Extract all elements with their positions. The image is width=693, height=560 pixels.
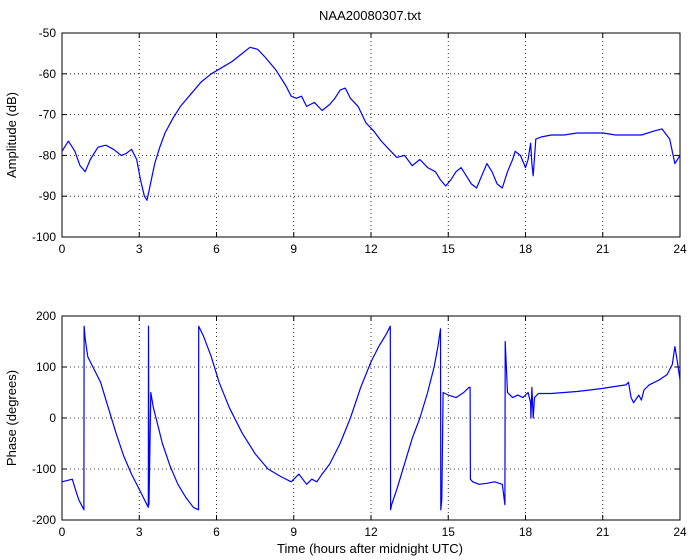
amplitude-ticks: 0 3 6 9 12 15 18 21 24 -100 -90 -80 -70 -60 -50 bbox=[32, 26, 687, 256]
amplitude-y-tick-label: -70 bbox=[39, 108, 57, 122]
phase-y-tick-label: 0 bbox=[49, 411, 56, 425]
amplitude-gridlines bbox=[62, 33, 680, 237]
amplitude-plot-frame bbox=[61, 32, 681, 238]
amplitude-x-tick-label: 9 bbox=[290, 242, 297, 256]
phase-x-tick-label: 24 bbox=[673, 525, 687, 539]
amplitude-x-tick-label: 24 bbox=[673, 242, 687, 256]
time-x-axis-label: Time (hours after midnight UTC) bbox=[277, 541, 463, 556]
amplitude-x-tick-label: 12 bbox=[364, 242, 378, 256]
phase-x-tick-label: 3 bbox=[136, 525, 143, 539]
amplitude-x-tick-label: 21 bbox=[596, 242, 610, 256]
phase-ticks: 0 3 6 9 12 15 18 21 24 -200 -100 0 100 200 bbox=[32, 309, 687, 539]
phase-y-tick-label: 100 bbox=[36, 360, 56, 374]
amplitude-x-tick-label: 18 bbox=[519, 242, 533, 256]
amplitude-axes: 0 3 6 9 12 15 18 21 24 -100 -90 -80 -70 -60 -50 Amplit… bbox=[4, 26, 687, 256]
phase-axes: 0 3 6 9 12 15 18 21 24 -200 -100 0 100 200 Phase (deg… bbox=[4, 309, 687, 556]
phase-y-tick-label: 200 bbox=[36, 309, 56, 323]
chart-title: NAA20080307.txt bbox=[319, 8, 421, 23]
phase-y-tick-label: -200 bbox=[32, 513, 56, 527]
amplitude-y-axis-label: Amplitude (dB) bbox=[4, 92, 19, 178]
amplitude-y-tick-label: -50 bbox=[39, 26, 57, 40]
phase-x-tick-label: 18 bbox=[519, 525, 533, 539]
phase-x-tick-label: 12 bbox=[364, 525, 378, 539]
amplitude-x-tick-label: 3 bbox=[136, 242, 143, 256]
phase-y-tick-label: -100 bbox=[32, 462, 56, 476]
amplitude-y-tick-label: -60 bbox=[39, 67, 57, 81]
amplitude-y-tick-label: -90 bbox=[39, 189, 57, 203]
amplitude-y-tick-label: -80 bbox=[39, 148, 57, 162]
phase-x-tick-label: 6 bbox=[213, 525, 220, 539]
amplitude-x-tick-label: 15 bbox=[442, 242, 456, 256]
amplitude-x-tick-label: 0 bbox=[59, 242, 66, 256]
phase-x-tick-label: 21 bbox=[596, 525, 610, 539]
amplitude-y-tick-label: -100 bbox=[32, 230, 56, 244]
amplitude-x-tick-label: 6 bbox=[213, 242, 220, 256]
phase-series-line bbox=[61, 325, 681, 511]
phase-x-tick-label: 9 bbox=[290, 525, 297, 539]
phase-x-tick-label: 15 bbox=[442, 525, 456, 539]
phase-x-tick-label: 0 bbox=[59, 525, 66, 539]
phase-y-axis-label: Phase (degrees) bbox=[4, 370, 19, 466]
amplitude-series-line bbox=[61, 46, 681, 201]
phase-gridlines bbox=[62, 316, 680, 520]
